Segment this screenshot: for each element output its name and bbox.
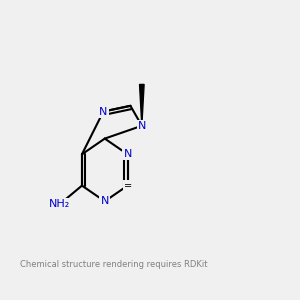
Text: Chemical structure rendering requires RDKit: Chemical structure rendering requires RD… [20, 260, 207, 268]
Text: N: N [99, 106, 107, 116]
Text: =: = [124, 181, 132, 190]
Text: N: N [123, 149, 132, 159]
Text: N: N [138, 121, 146, 131]
Polygon shape [140, 84, 144, 126]
Text: NH₂: NH₂ [49, 199, 70, 209]
Text: N: N [100, 196, 109, 206]
